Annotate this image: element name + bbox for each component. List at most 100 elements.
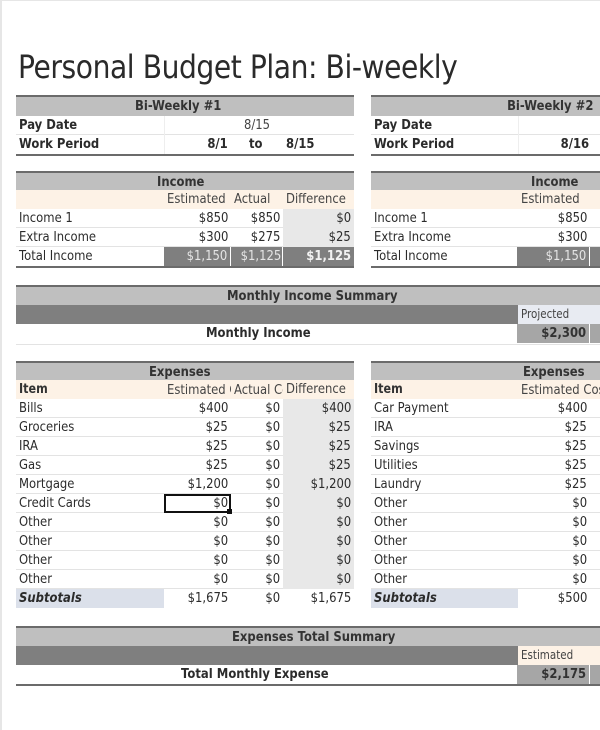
- income-difference-cell: $25: [283, 228, 354, 247]
- expense-estimated-cell[interactable]: $25: [564, 457, 587, 473]
- biweekly1-header: Bi-Weekly #1: [16, 95, 354, 116]
- expense-difference-cell: $0: [283, 532, 354, 551]
- expense-estimated-cell[interactable]: $0: [213, 533, 228, 549]
- table-row: Other $0 $0 $0: [16, 551, 354, 570]
- expense-actual-cell[interactable]: $0: [265, 457, 280, 473]
- col-difference: Difference: [286, 191, 346, 207]
- income-estimated-cell[interactable]: $850: [557, 210, 587, 226]
- total-income-label-2: Total Income: [374, 248, 448, 264]
- expense-estimated-cell[interactable]: $25: [205, 419, 228, 435]
- work-period-label: Work Period: [19, 136, 100, 152]
- pay-date-label: Pay Date: [19, 117, 78, 133]
- expense-actual-cell[interactable]: $0: [265, 571, 280, 587]
- subtotal-row-2: Subtotals $500: [371, 589, 600, 608]
- expense-difference-cell: $0: [283, 494, 354, 513]
- expense-actual-cell[interactable]: $0: [265, 419, 280, 435]
- expense-estimated-cell[interactable]: $0: [572, 533, 587, 549]
- expense-actual-cell[interactable]: $0: [265, 514, 280, 530]
- work-to-value: 8/15: [286, 136, 315, 152]
- total-monthly-expense-label: Total Monthly Expense: [180, 666, 329, 682]
- expense-item: Groceries: [19, 419, 75, 435]
- income1-header: Income: [16, 171, 354, 190]
- expense-item: Other: [374, 571, 407, 587]
- pay-date-cell-2[interactable]: [518, 116, 600, 135]
- expense-difference-cell: $0: [283, 570, 354, 589]
- expense-estimated-cell[interactable]: $25: [564, 438, 587, 454]
- monthly-income-label: Monthly Income: [205, 325, 311, 341]
- pay-date-cell[interactable]: 8/15: [164, 116, 354, 135]
- income-estimated-cell[interactable]: $300: [557, 229, 587, 245]
- col-actual-cost: Actual Cos: [234, 381, 283, 398]
- col-actual: Actual: [234, 191, 271, 207]
- expense-estimated-cell[interactable]: $25: [205, 438, 228, 454]
- income-actual-cell[interactable]: $850: [250, 210, 280, 226]
- expense-estimated-cell[interactable]: $0: [572, 552, 587, 568]
- income1-table: Income Estimated Actual Difference Incom…: [16, 171, 354, 269]
- expense-actual-cell[interactable]: $0: [265, 552, 280, 568]
- subtotal-difference: $1,675: [310, 590, 351, 606]
- expense-estimated-cell[interactable]: $25: [564, 476, 587, 492]
- work-period-label-2: Work Period: [374, 136, 455, 152]
- expense-actual-cell[interactable]: $0: [265, 400, 280, 416]
- expense-item: Other: [19, 514, 52, 530]
- expense-estimated-cell[interactable]: $400: [557, 400, 587, 416]
- work-from-cell[interactable]: 8/1: [164, 135, 231, 154]
- expense-estimated-cell[interactable]: $0: [572, 495, 587, 511]
- biweekly1-block: Bi-Weekly #1 Pay Date 8/15 Work Period 8…: [16, 95, 354, 157]
- total-estimated-2: $1,150: [517, 247, 590, 266]
- work-period-row-2: Work Period 8/16: [371, 135, 600, 156]
- expense-estimated-cell[interactable]: $0: [213, 514, 228, 530]
- table-row: Car Payment $400: [371, 399, 600, 418]
- subtotal-row: Subtotals $1,675 $0 $1,675: [16, 589, 354, 608]
- subtotals-label: Subtotals: [19, 590, 82, 606]
- table-row: Other $0 $0 $0: [16, 513, 354, 532]
- expense-actual-cell[interactable]: $0: [265, 438, 280, 454]
- col-estimated: Estimated: [167, 191, 226, 207]
- income-label: Extra Income: [374, 229, 452, 245]
- income-estimated-cell[interactable]: $850: [198, 210, 228, 226]
- income-total-row: Total Income $1,150 $1,125 $1,125: [16, 247, 354, 268]
- expense-estimated-cell[interactable]: $0: [213, 552, 228, 568]
- col-estimated-2: Estimated: [521, 191, 580, 207]
- table-row: Utilities $25: [371, 456, 600, 475]
- table-row: Other $0: [371, 532, 600, 551]
- work-to-cell[interactable]: 8/15: [283, 135, 354, 154]
- expense-difference-cell: $0: [283, 551, 354, 570]
- expenses2-column-headers: Item Estimated Cos▶: [371, 380, 600, 399]
- table-row: Extra Income $300 $275 $25: [16, 228, 354, 247]
- income-label: Income 1: [19, 210, 73, 226]
- table-row: Extra Income $300: [371, 228, 600, 247]
- expense-item: Credit Cards: [19, 495, 91, 511]
- table-row: Other $0 $0 $0: [16, 532, 354, 551]
- expense-item: Laundry: [374, 476, 422, 492]
- income-estimated-cell[interactable]: $300: [198, 229, 228, 245]
- selected-cell-credit-cards-estimated[interactable]: $0: [164, 494, 232, 514]
- col-estimated-cost-2: Estimated Cos: [521, 381, 600, 398]
- income1-column-headers: Estimated Actual Difference: [16, 190, 354, 209]
- table-row: Income 1 $850: [371, 209, 600, 228]
- total-income-label: Total Income: [19, 248, 93, 264]
- expense-estimated-cell[interactable]: $0: [572, 514, 587, 530]
- expense-estimated-cell[interactable]: $25: [564, 419, 587, 435]
- expense-actual-cell[interactable]: $0: [265, 533, 280, 549]
- expense-summary-header: Expenses Total Summary: [16, 626, 600, 646]
- expense-estimated-cell[interactable]: $400: [198, 400, 228, 416]
- expenses1-table: Expenses Item Estimated Co▶ Actual Cos▶ …: [16, 361, 354, 611]
- expense-estimated-cell[interactable]: $25: [205, 457, 228, 473]
- expense-estimated-cell[interactable]: $1,200: [187, 476, 228, 492]
- income-label: Extra Income: [19, 229, 97, 245]
- subtotal-actual: $0: [265, 590, 280, 606]
- expense-item: Other: [374, 514, 407, 530]
- table-row: Other $0: [371, 513, 600, 532]
- work-from-cell-2[interactable]: 8/16: [518, 135, 592, 154]
- expense-item: Other: [374, 552, 407, 568]
- total-monthly-expense-row: Total Monthly Expense $2,175: [16, 665, 600, 686]
- table-row: Other $0: [371, 551, 600, 570]
- expense-actual-cell[interactable]: $0: [265, 495, 280, 511]
- income-actual-cell[interactable]: $275: [250, 229, 280, 245]
- table-row: Laundry $25: [371, 475, 600, 494]
- expense-estimated-cell[interactable]: $0: [572, 571, 587, 587]
- expense-actual-cell[interactable]: $0: [265, 476, 280, 492]
- expense-estimated-cell[interactable]: $0: [213, 571, 228, 587]
- table-row: IRA $25 $0 $25: [16, 437, 354, 456]
